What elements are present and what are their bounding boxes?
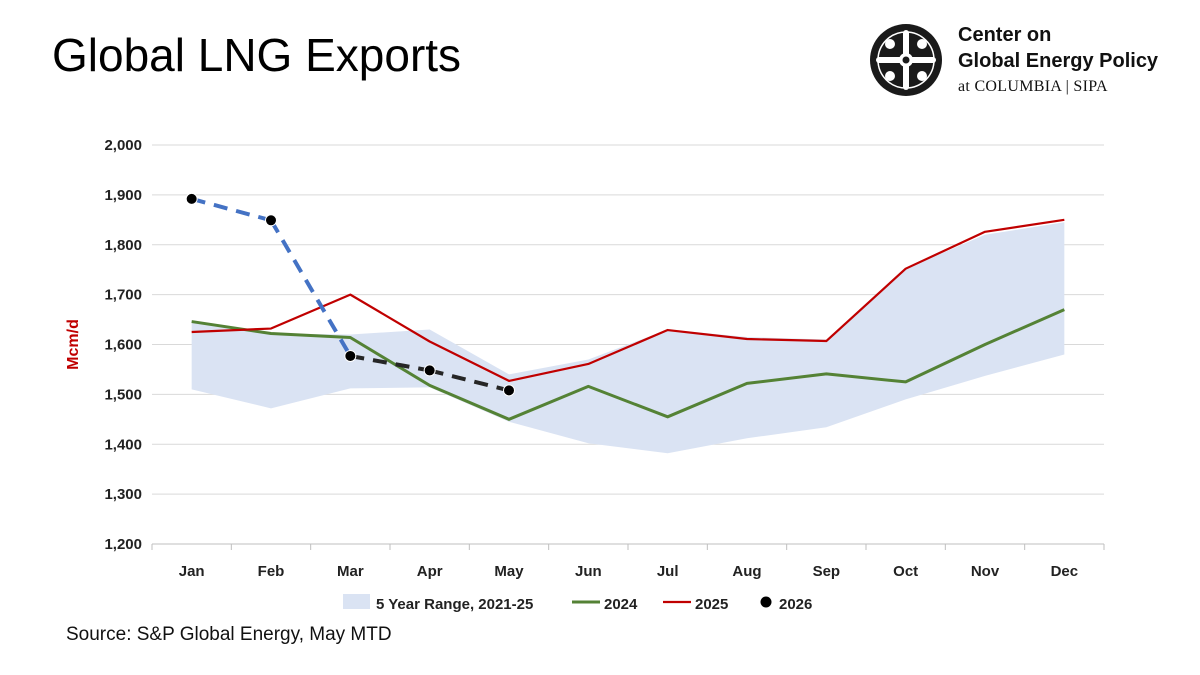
y-tick-label: 2,000: [104, 137, 142, 154]
y-tick-label: 1,500: [104, 386, 142, 403]
y-tick-label: 1,200: [104, 536, 142, 553]
data-point-2026: [503, 384, 515, 397]
legend-label-2024: 2024: [604, 596, 638, 613]
x-tick-label: Apr: [417, 563, 443, 580]
legend-swatch-2026: [760, 596, 772, 608]
legend-label-2026: 2026: [779, 596, 812, 613]
y-tick-label: 1,300: [104, 486, 142, 503]
data-point-2026: [423, 364, 436, 377]
series-line-2025: [191, 218, 1065, 383]
y-axis-title: Mcm/d: [65, 319, 82, 370]
y-tick-label: 1,900: [104, 187, 142, 204]
series-segment-2026: [429, 368, 510, 393]
legend-swatch-range: [343, 594, 370, 609]
logo: Center on Global Energy Policy at COLUMB…: [868, 22, 1188, 102]
data-point-2026: [265, 214, 277, 227]
x-tick-label: Dec: [1051, 563, 1079, 580]
x-tick-label: Aug: [732, 563, 761, 580]
source-note: Source: S&P Global Energy, May MTD: [66, 624, 392, 645]
logo-text-line2: Global Energy Policy: [958, 50, 1159, 72]
series-line-2024: [191, 308, 1065, 421]
x-tick-label: Oct: [893, 563, 918, 580]
legend-label-2025: 2025: [695, 596, 728, 613]
x-tick-label: Nov: [971, 563, 1000, 580]
logo-emblem-icon: [870, 24, 942, 96]
legend-label-range: 5 Year Range, 2021-25: [376, 596, 533, 613]
series-segment-2026: [269, 219, 353, 357]
logo-text-line3: at COLUMBIA | SIPA: [958, 78, 1108, 95]
series-segment-2026: [191, 196, 272, 223]
y-tick-label: 1,600: [104, 337, 142, 354]
x-tick-label: Jan: [179, 563, 205, 580]
data-point-2026: [185, 192, 198, 205]
data-point-2026: [344, 349, 357, 362]
page-title: Global LNG Exports: [52, 29, 462, 81]
y-tick-label: 1,400: [104, 436, 142, 453]
y-tick-label: 1,800: [104, 237, 142, 254]
x-tick-label: May: [494, 563, 524, 580]
range-band-5-year: [191, 222, 1065, 454]
legend: 5 Year Range, 2021-25 2024 2025 2026: [343, 594, 812, 613]
x-tick-label: Jul: [657, 563, 679, 580]
logo-text-line1: Center on: [958, 24, 1052, 46]
x-tick-label: Jun: [575, 563, 602, 580]
x-tick-label: Sep: [813, 563, 841, 580]
series-segment-2026: [349, 354, 431, 373]
x-tick-label: Mar: [337, 563, 364, 580]
y-tick-label: 1,700: [104, 287, 142, 304]
x-tick-label: Feb: [258, 563, 285, 580]
